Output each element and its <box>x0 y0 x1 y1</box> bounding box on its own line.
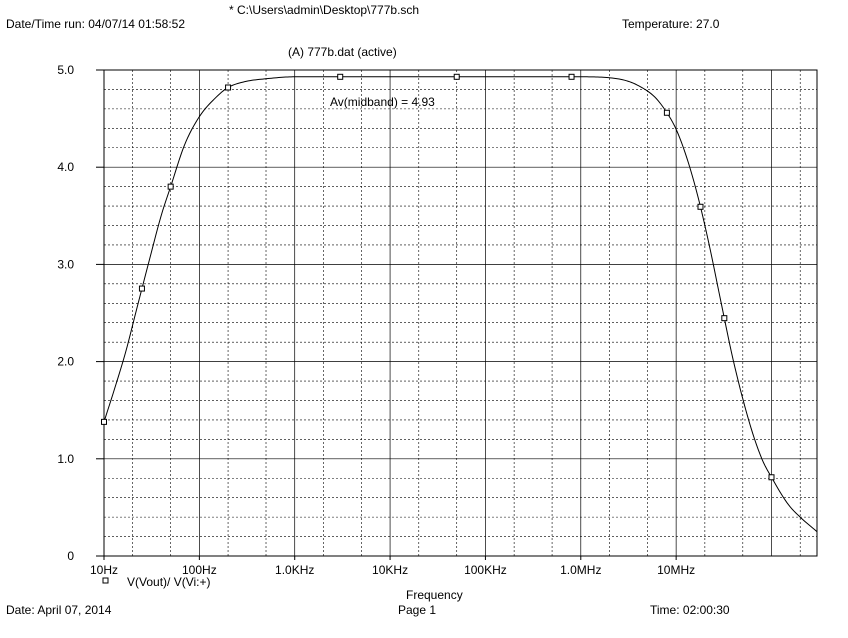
legend-label: V(Vout)/ V(Vi:+) <box>127 575 210 589</box>
datetime-run: Date/Time run: 04/07/14 01:58:52 <box>6 17 186 31</box>
axis-ticks: 0 1.0 2.0 3.0 4.0 5.0 10Hz 100Hz 1.0KHz 10KHz 100K… <box>57 63 695 577</box>
y-tick-label: 2.0 <box>57 355 74 369</box>
x-tick-label: 100Hz <box>182 563 217 577</box>
footer-date: Date: April 07, 2014 <box>6 603 112 617</box>
x-tick-label: 1.0KHz <box>275 563 314 577</box>
data-point-marker <box>225 84 232 91</box>
x-tick-label: 10MHz <box>657 563 695 577</box>
x-axis-label: Frequency <box>406 588 463 602</box>
series-group <box>101 73 818 533</box>
y-tick-label: 1.0 <box>57 452 74 466</box>
plot-frame <box>103 69 818 557</box>
y-tick-label: 0 <box>67 549 74 563</box>
footer-page: Page 1 <box>398 603 437 617</box>
data-point-marker <box>453 73 460 80</box>
data-point-marker <box>167 183 174 190</box>
chart-title: (A) 777b.dat (active) <box>288 45 397 59</box>
data-point-marker <box>697 203 704 210</box>
data-point-marker <box>101 418 107 425</box>
x-tick-label: 1.0MHz <box>560 563 601 577</box>
x-tick-label: 10Hz <box>90 563 118 577</box>
y-tick-label: 3.0 <box>57 257 74 271</box>
y-tick-label: 4.0 <box>57 160 74 174</box>
y-tick-label: 5.0 <box>57 63 74 77</box>
legend-marker <box>102 577 109 584</box>
annotation-av-midband: Av(midband) = 4.93 <box>330 95 435 109</box>
data-point-marker <box>768 474 775 481</box>
series-line-0 <box>103 76 818 533</box>
data-point-marker <box>663 109 670 116</box>
grid <box>103 69 817 557</box>
x-tick-label: 100KHz <box>464 563 507 577</box>
temperature: Temperature: 27.0 <box>622 17 720 31</box>
legend: V(Vout)/ V(Vi:+) <box>102 575 210 589</box>
data-point-marker <box>568 73 575 80</box>
data-point-marker <box>138 285 145 292</box>
data-point-marker <box>337 73 344 80</box>
data-point-marker <box>721 315 728 322</box>
footer-time: Time: 02:00:30 <box>650 603 730 617</box>
x-tick-label: 10KHz <box>372 563 408 577</box>
schematic-path: * C:\Users\admin\Desktop\777b.sch <box>229 3 420 17</box>
